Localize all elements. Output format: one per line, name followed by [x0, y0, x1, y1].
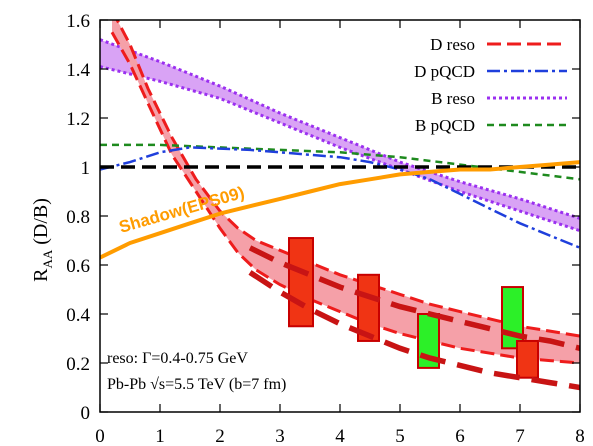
y-tick-label: 0.4 [66, 305, 90, 326]
reso-note: reso: Γ=0.4-0.75 GeV [107, 350, 248, 367]
x-tick-label: 3 [275, 426, 285, 446]
x-tick-label: 4 [335, 426, 345, 446]
y-tick-label: 0.6 [66, 256, 90, 277]
y-tick-label: 0 [81, 403, 91, 424]
x-tick-label: 8 [575, 426, 585, 446]
y-tick-label: 0.8 [66, 207, 90, 228]
x-tick-label: 7 [515, 426, 525, 446]
y-tick-label: 1.2 [66, 109, 90, 130]
legend-label: D reso [430, 35, 475, 54]
legend: D reso D pQCD B reso B pQCD [414, 35, 567, 135]
shadow-curve [100, 160, 580, 260]
legend-label: B pQCD [415, 116, 475, 135]
y-tick-label: 1 [81, 158, 91, 179]
system-note: Pb-Pb √s=5.5 TeV (b=7 fm) [107, 376, 286, 393]
b-reso-band-fill [100, 39, 580, 231]
y-tick-label: 1.6 [66, 11, 90, 32]
legend-label: B reso [431, 89, 475, 108]
boxes-layer [288, 237, 539, 379]
legend-label: D pQCD [414, 62, 475, 81]
dark-curves-layer [248, 245, 580, 391]
d-pqcd-line [100, 146, 580, 249]
box-red-4 [516, 339, 539, 379]
x-tick-label: 1 [155, 426, 165, 446]
tick-labels-layer: 0 1 2 3 4 5 6 7 8 0 0.2 0.4 0.6 0.8 1 1.2 1.4 1.6 [66, 11, 585, 446]
lines-layer [100, 143, 580, 260]
dark-dashed-curve-0 [248, 245, 580, 351]
x-tick-label: 0 [95, 426, 105, 446]
y-tick-label: 0.2 [66, 354, 90, 375]
y-axis-label: RAA (D/B) [30, 198, 55, 282]
b-reso-band-upper [100, 38, 580, 220]
b-reso-band-lower [100, 65, 580, 233]
x-tick-label: 2 [215, 426, 225, 446]
ticks-layer [99, 19, 581, 413]
y-tick-label: 1.4 [66, 60, 90, 81]
x-tick-label: 6 [455, 426, 465, 446]
box-red-0 [288, 237, 314, 328]
box-red-1 [357, 273, 380, 342]
box-green-3 [501, 286, 524, 350]
x-tick-label: 5 [395, 426, 405, 446]
